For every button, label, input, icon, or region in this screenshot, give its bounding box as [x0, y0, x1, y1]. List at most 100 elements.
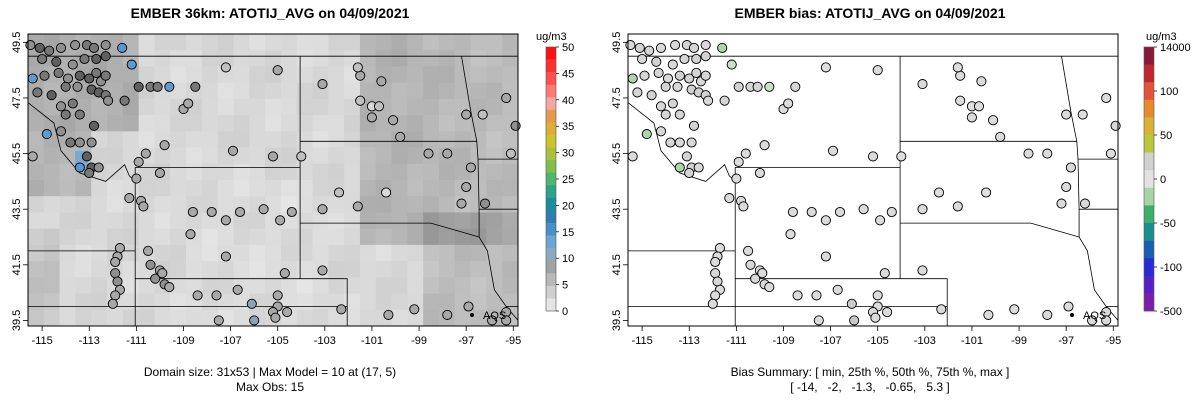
station-marker — [126, 59, 137, 70]
station-marker — [714, 243, 725, 254]
station-marker — [783, 98, 794, 109]
station-marker — [627, 73, 638, 84]
heatmap-cell — [423, 212, 440, 230]
heatmap-cell — [217, 34, 234, 51]
heatmap-cell — [217, 293, 234, 311]
heatmap-cell — [107, 212, 124, 230]
station-marker — [220, 62, 231, 73]
station-marker — [74, 70, 85, 81]
heatmap-cell — [154, 180, 171, 197]
heatmap-cell — [486, 244, 503, 262]
heatmap-cell — [233, 82, 250, 100]
heatmap-cell — [122, 277, 140, 294]
station-marker — [820, 251, 831, 262]
heatmap-cell — [280, 131, 298, 148]
station-marker — [501, 92, 512, 104]
station-marker — [726, 59, 737, 70]
heatmap-cell — [233, 115, 250, 132]
colorbar-segment — [546, 185, 556, 199]
station-marker — [1061, 109, 1072, 120]
heatmap-cell — [328, 163, 345, 181]
y-tick-label: 47.5 — [11, 87, 23, 108]
heatmap-cell — [486, 115, 503, 132]
station-marker — [510, 120, 521, 131]
heatmap-cell — [391, 82, 408, 100]
heatmap-cell — [280, 244, 298, 262]
heatmap-cell — [312, 228, 329, 246]
heatmap-cell — [407, 180, 424, 197]
station-marker — [1105, 148, 1116, 159]
station-marker — [684, 167, 695, 179]
heatmap-cell — [138, 228, 155, 246]
heatmap-cell — [486, 180, 503, 197]
station-marker — [665, 137, 676, 148]
heatmap-cell — [423, 163, 440, 181]
heatmap-cell — [91, 180, 108, 197]
station-marker — [872, 290, 883, 301]
station-marker — [55, 126, 67, 137]
station-marker — [952, 62, 963, 73]
colorbar-tick-label: 0 — [1160, 174, 1166, 186]
colorbar-segment — [546, 197, 556, 211]
heatmap-cell — [280, 115, 298, 132]
station-marker — [187, 206, 198, 218]
colorbar-segment — [1144, 135, 1154, 153]
heatmap-cell — [280, 147, 298, 165]
heatmap-cell — [375, 196, 392, 213]
station-marker — [461, 109, 472, 120]
station-marker — [710, 256, 721, 268]
heatmap-cell — [265, 34, 282, 51]
station-marker — [674, 137, 685, 148]
heatmap-cell — [375, 34, 392, 51]
heatmap-cell — [470, 244, 487, 262]
heatmap-cell — [28, 293, 45, 311]
heatmap-cell — [59, 163, 76, 181]
x-tick-label: -113 — [79, 335, 100, 347]
station-marker — [724, 193, 735, 204]
heatmap-cell — [249, 163, 266, 181]
station-marker — [376, 76, 387, 87]
station-marker — [143, 245, 154, 256]
heatmap-cell — [170, 115, 187, 132]
station-marker — [154, 167, 165, 179]
heatmap-cell — [328, 261, 345, 278]
heatmap-cell — [138, 212, 155, 230]
colorbar-tick-label: 5 — [562, 280, 568, 292]
heatmap-cell — [265, 180, 282, 197]
heatmap-cell — [359, 293, 377, 311]
heatmap-cell — [249, 98, 266, 116]
station-marker — [738, 201, 749, 212]
heatmap-cell — [28, 163, 45, 181]
heatmap-cell — [107, 196, 124, 213]
heatmap-cell — [391, 66, 408, 84]
colorbar-segment — [1144, 205, 1154, 224]
station-marker — [41, 129, 52, 140]
heatmap-cell — [391, 309, 408, 327]
colorbar-tick-label: 15 — [562, 227, 574, 239]
station-marker — [27, 151, 38, 162]
colorbar-tick-label: -500 — [1160, 306, 1182, 318]
station-marker — [733, 81, 744, 92]
heatmap-cell — [438, 163, 456, 181]
heatmap-cell — [438, 82, 456, 100]
heatmap-cell — [265, 228, 282, 246]
heatmap-cell — [454, 66, 471, 84]
heatmap-cell — [407, 131, 424, 148]
station-marker — [632, 87, 643, 98]
heatmap-cell — [359, 131, 377, 148]
heatmap-cell — [170, 163, 187, 181]
station-marker — [465, 162, 476, 173]
station-marker — [790, 81, 801, 92]
station-marker — [140, 148, 151, 159]
station-marker — [44, 45, 55, 56]
heatmap-cell — [138, 66, 155, 84]
heatmap-cell — [233, 212, 250, 230]
heatmap-cell — [423, 277, 440, 294]
heatmap-cell — [375, 261, 392, 278]
station-marker — [719, 95, 730, 106]
colorbar-segment — [1144, 293, 1154, 312]
station-marker — [787, 206, 798, 218]
heatmap-cell — [186, 131, 203, 148]
heatmap-cell — [91, 277, 108, 294]
station-marker — [286, 206, 297, 218]
